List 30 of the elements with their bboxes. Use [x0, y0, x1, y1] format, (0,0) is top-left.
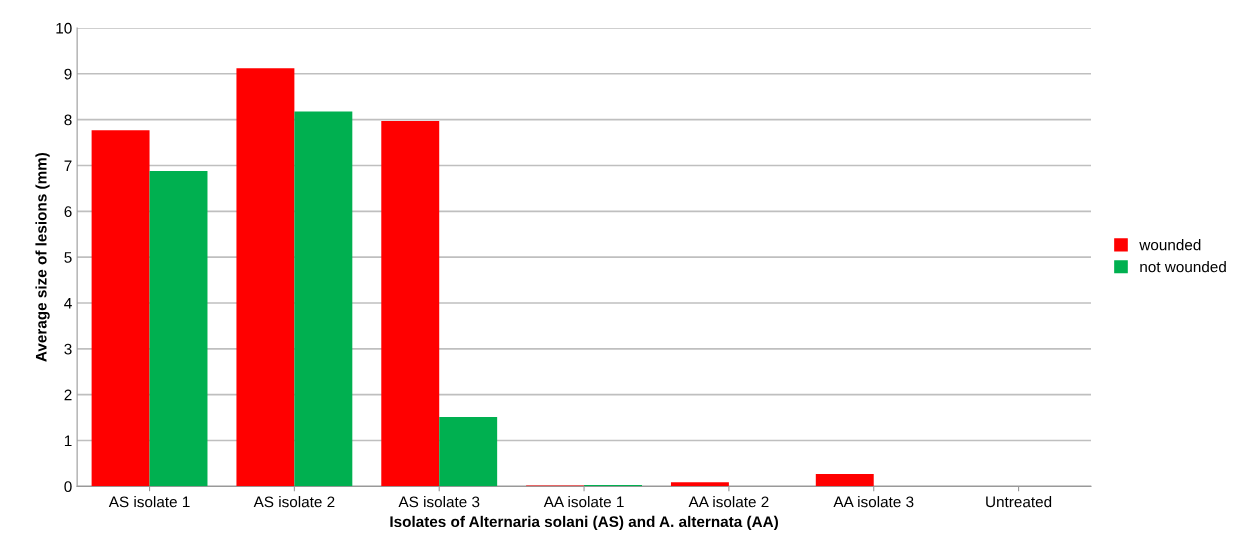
x-tick-label: AA isolate 3: [833, 496, 914, 508]
legend-label: not wounded: [1140, 261, 1226, 273]
y-tick-label: 7: [64, 160, 72, 171]
x-tick-label: Untreated: [986, 496, 1052, 508]
x-tick-label: AS isolate 2: [253, 496, 335, 508]
y-tick-label: 6: [64, 206, 72, 217]
y-axis-title: Average size of lesions (mm): [35, 152, 50, 362]
y-tick-label: 10: [56, 22, 72, 34]
x-axis-title: Isolates of Alternaria solani (AS) and A. alternata (AA): [390, 515, 778, 531]
x-tick-label: AS isolate 1: [108, 496, 190, 508]
bar: [294, 111, 353, 487]
x-tick-label: AA isolate 2: [688, 496, 769, 508]
y-tick-label: 2: [64, 389, 72, 401]
y-tick-label: 3: [64, 343, 72, 355]
y-tick-label: 8: [64, 114, 72, 126]
x-tick-label: AA isolate 1: [543, 496, 624, 508]
y-tick-label: 1: [64, 435, 72, 447]
x-tick-label: AS isolate 3: [398, 496, 480, 508]
bar: [236, 68, 295, 487]
y-tick-label: 0: [64, 481, 72, 493]
y-tick-label: 5: [64, 252, 72, 263]
y-tick-label: 9: [64, 68, 72, 80]
bar: [439, 417, 498, 487]
bar: [670, 482, 729, 487]
y-tick-label: 4: [64, 298, 72, 309]
bar: [149, 170, 208, 487]
bar: [91, 130, 150, 487]
bar: [815, 473, 874, 487]
legend-label: wounded: [1139, 239, 1201, 251]
bar: [381, 121, 440, 487]
